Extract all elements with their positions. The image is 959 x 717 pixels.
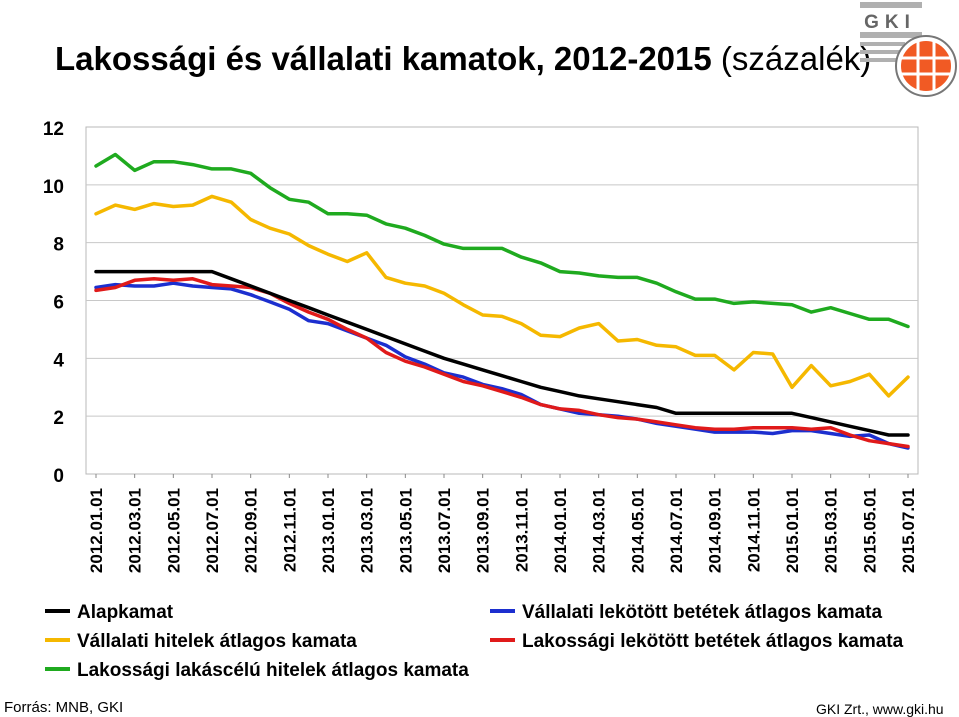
x-tick-label: 2013.03.01 [358, 488, 377, 573]
y-tick-label: 12 [43, 119, 64, 140]
y-axis: 0 2 4 6 8 10 12 [43, 119, 65, 487]
chart-title: Lakossági és vállalati kamatok, 2012-201… [55, 40, 871, 78]
source-note: Forrás: MNB, GKI [4, 699, 124, 716]
series-line-2 [94, 152, 910, 329]
logo-text: GKI [864, 12, 916, 33]
legend-label-0: Alapkamat [77, 602, 174, 623]
legend-label-2: Lakossági lakáscélú hitelek átlagos kama… [77, 660, 469, 681]
x-tick-label: 2013.09.01 [474, 488, 493, 573]
chart-title-unit: (százalék) [720, 40, 872, 77]
legend: Alapkamat Vállalati hitelek átlagos kamat… [45, 602, 904, 681]
x-axis: 2012.01.01 2012.03.01 2012.05.01 2012.07.01… [87, 474, 918, 573]
x-tick-label: 2014.01.01 [551, 488, 570, 573]
legend-label-3: Vállalati lekötött betétek átlagos kamat… [522, 602, 883, 623]
series-line-0 [94, 269, 910, 437]
x-tick-label: 2015.07.01 [899, 488, 918, 573]
x-tick-label: 2013.01.01 [319, 488, 338, 573]
y-tick-label: 10 [43, 177, 64, 198]
y-tick-label: 0 [53, 466, 64, 487]
y-tick-label: 6 [53, 293, 64, 314]
y-tick-label: 4 [53, 350, 64, 371]
x-tick-label: 2014.11.01 [744, 488, 763, 572]
x-tick-label: 2015.03.01 [822, 488, 841, 573]
x-tick-label: 2012.01.01 [87, 488, 106, 573]
legend-label-4: Lakossági lekötött betétek átlagos kamat… [522, 631, 904, 652]
x-tick-label: 2013.11.01 [512, 488, 531, 572]
x-tick-label: 2014.07.01 [667, 488, 686, 573]
series-line-3 [94, 281, 910, 450]
y-tick-label: 2 [53, 408, 64, 429]
x-tick-label: 2015.01.01 [783, 488, 802, 573]
x-tick-label: 2012.05.01 [164, 488, 183, 573]
gki-logo: GKI [860, 2, 957, 97]
publisher-note: GKI Zrt., www.gki.hu [816, 701, 944, 717]
x-tick-label: 2015.05.01 [860, 488, 879, 573]
x-tick-label: 2013.07.01 [435, 488, 454, 573]
grid-layer [85, 126, 919, 475]
y-tick-label: 8 [53, 235, 64, 256]
series-layer [94, 152, 910, 450]
x-tick-label: 2012.11.01 [280, 488, 299, 572]
x-tick-label: 2012.07.01 [203, 488, 222, 573]
chart-title-main: Lakossági és vállalati kamatok, 2012-201… [55, 40, 712, 77]
x-tick-label: 2014.05.01 [628, 488, 647, 573]
logo-dot-grid [860, 2, 922, 62]
series-line-4 [94, 277, 910, 449]
x-tick-label: 2012.09.01 [242, 488, 261, 573]
series-line-1 [94, 194, 910, 398]
x-tick-label: 2014.09.01 [706, 488, 725, 573]
x-tick-label: 2012.03.01 [126, 488, 145, 573]
legend-label-1: Vállalati hitelek átlagos kamata [77, 631, 357, 652]
x-tick-label: 2013.05.01 [396, 488, 415, 573]
x-tick-label: 2014.03.01 [590, 488, 609, 573]
